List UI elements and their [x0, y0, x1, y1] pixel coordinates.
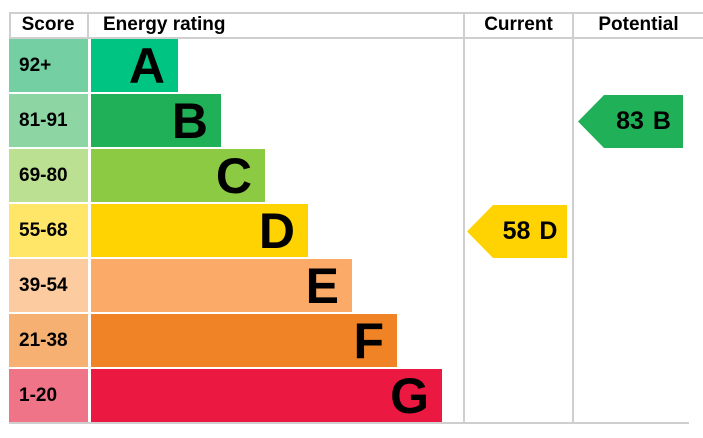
energy-rating-column-header: Energy rating: [103, 14, 226, 35]
grid-line-current-divider: [463, 12, 465, 424]
band-bar-e: E: [91, 259, 352, 312]
potential-rating-arrow: 83 B: [578, 95, 683, 148]
score-range-g: 1-20: [9, 369, 88, 422]
score-range-e: 39-54: [9, 259, 88, 312]
band-bar-d: D: [91, 204, 308, 257]
score-range-c: 69-80: [9, 149, 88, 202]
current-rating-score: 58: [502, 217, 531, 245]
band-letter-d: D: [258, 202, 295, 259]
band-bar-f: F: [91, 314, 397, 367]
band-letter-e: E: [305, 257, 339, 314]
grid-line-top: [9, 12, 703, 14]
band-letter-b: B: [171, 92, 208, 149]
score-range-d: 55-68: [9, 204, 88, 257]
potential-column-header: Potential: [598, 14, 679, 35]
grid-line-score-divider: [87, 12, 89, 39]
grid-line-left: [9, 12, 11, 39]
band-letter-f: F: [353, 312, 384, 369]
grid-line-potential-divider: [572, 12, 574, 424]
grid-line-bottom: [9, 422, 689, 424]
score-range-b: 81-91: [9, 94, 88, 147]
band-bar-g: G: [91, 369, 442, 422]
potential-rating-band: B: [652, 107, 671, 135]
band-letter-g: G: [390, 367, 429, 424]
potential-rating-score: 83: [616, 107, 644, 135]
current-column-header: Current: [484, 14, 553, 35]
band-bar-c: C: [91, 149, 265, 202]
band-bar-a: A: [91, 39, 178, 92]
current-rating-arrow: 58 D: [467, 205, 567, 258]
band-bar-b: B: [91, 94, 221, 147]
score-range-a: 92+: [9, 39, 88, 92]
current-rating-band: D: [539, 217, 558, 245]
band-letter-c: C: [215, 147, 252, 204]
band-letter-a: A: [128, 37, 165, 94]
grid-line-header-bottom: [9, 37, 703, 39]
score-column-header: Score: [21, 14, 75, 35]
score-range-f: 21-38: [9, 314, 88, 367]
